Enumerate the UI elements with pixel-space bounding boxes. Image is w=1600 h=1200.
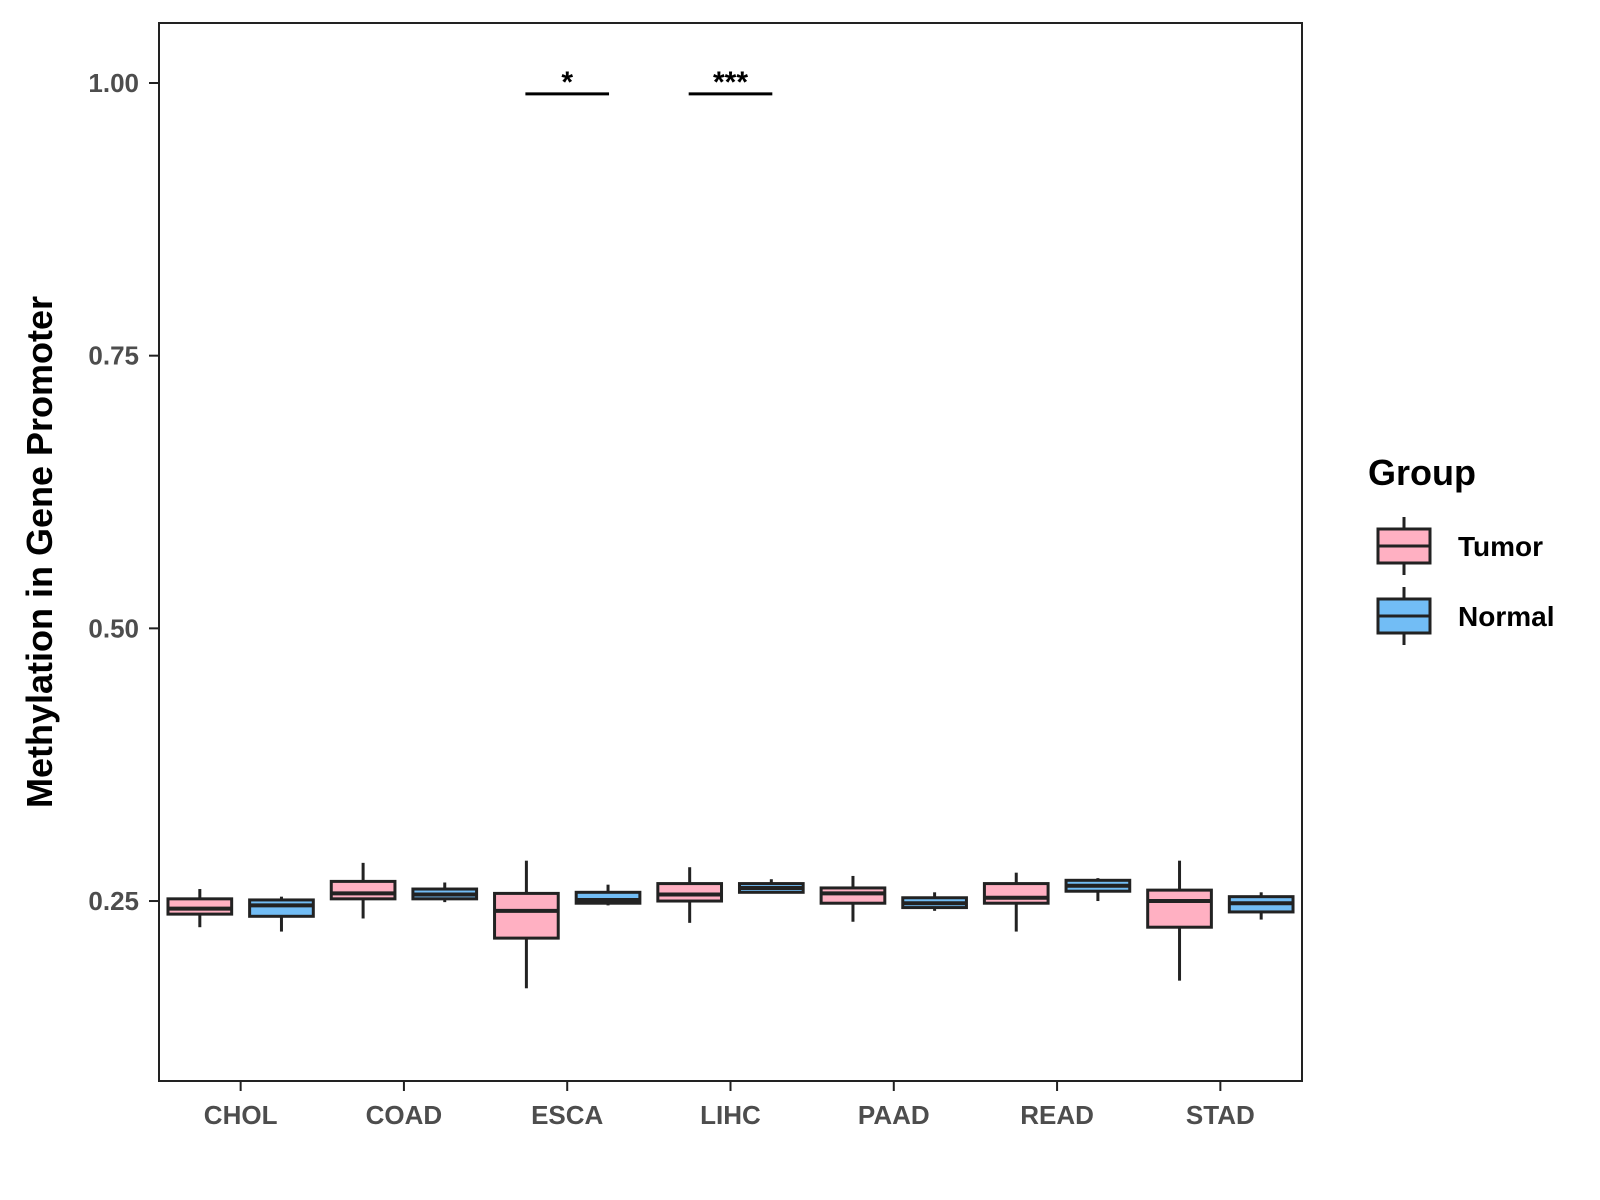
plot-panel xyxy=(158,22,1303,1082)
box-rect-chol-normal xyxy=(248,898,315,918)
box-lihc-tumor xyxy=(656,867,724,923)
box-rect-coad-tumor xyxy=(329,879,397,901)
significance-esca: * xyxy=(525,66,610,99)
legend: Group Tumor Normal xyxy=(1368,452,1554,645)
box-coad-tumor xyxy=(329,862,397,919)
box-esca-normal xyxy=(574,884,642,906)
x-tick-label-chol: CHOL xyxy=(204,1100,278,1130)
y-axis-title: Methylation in Gene Promoter xyxy=(19,296,60,808)
legend-title: Group xyxy=(1368,452,1476,493)
box-lihc-normal xyxy=(737,879,805,894)
y-tick-label-3: 1.00 xyxy=(88,68,139,98)
box-rect-stad-tumor xyxy=(1146,888,1213,929)
significance-label-esca: * xyxy=(561,66,573,99)
significance-label-lihc: *** xyxy=(713,66,748,99)
box-read-normal xyxy=(1064,878,1132,902)
x-tick-label-read: READ xyxy=(1020,1100,1094,1130)
box-stad-tumor xyxy=(1146,860,1213,981)
legend-label-normal: Normal xyxy=(1458,601,1554,632)
box-stad-normal xyxy=(1227,892,1295,920)
y-tick-label-2: 0.75 xyxy=(88,341,139,371)
box-paad-normal xyxy=(901,892,968,911)
x-tick-label-coad: COAD xyxy=(366,1100,443,1130)
box-rect-esca-tumor xyxy=(493,891,560,940)
legend-label-tumor: Tumor xyxy=(1458,531,1543,562)
box-paad-tumor xyxy=(819,875,887,922)
x-tick-label-lihc: LIHC xyxy=(700,1100,761,1130)
box-chol-normal xyxy=(248,896,315,932)
box-read-tumor xyxy=(982,872,1050,932)
chart-marks: * *** xyxy=(166,66,1295,989)
x-tick-label-paad: PAAD xyxy=(858,1100,930,1130)
significance-lihc: *** xyxy=(688,66,773,99)
box-coad-normal xyxy=(411,882,479,903)
axes: 0.25 0.50 0.75 1.00 CHOL COAD ESCA LIHC PAAD READ… xyxy=(88,68,1254,1130)
box-rect-esca-normal xyxy=(574,890,642,905)
y-tick-label-0: 0.25 xyxy=(88,886,139,916)
box-esca-tumor xyxy=(493,860,560,989)
box-rect-paad-tumor xyxy=(819,886,887,905)
box-rect-chol-tumor xyxy=(166,897,234,916)
legend-entry-tumor: Tumor xyxy=(1376,517,1543,575)
x-tick-label-esca: ESCA xyxy=(531,1100,603,1130)
y-tick-label-1: 0.50 xyxy=(88,613,139,643)
legend-entry-normal: Normal xyxy=(1376,587,1554,645)
box-rect-read-tumor xyxy=(982,882,1050,905)
box-rect-lihc-tumor xyxy=(656,882,724,903)
x-tick-label-stad: STAD xyxy=(1186,1100,1255,1130)
box-chol-tumor xyxy=(166,889,234,928)
